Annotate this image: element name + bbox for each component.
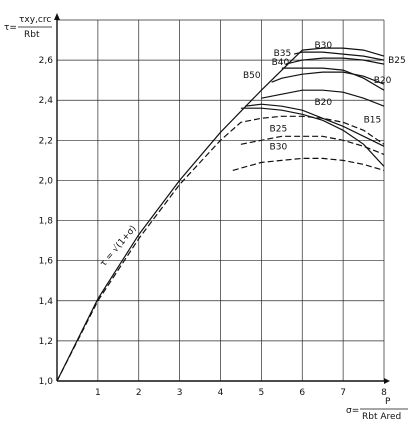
series-line [56,47,385,382]
envelope-formula: τ = √(1+σ) [98,223,139,269]
y-axis-arrow-icon [54,13,60,20]
series-line [261,89,385,107]
x-axis-label-numerator: P [385,397,391,407]
x-tick-labels: 1 2 3 4 5 6 7 8 [95,388,387,398]
y-axis-label-numerator: τxy,crc [19,15,51,25]
series-lines [56,47,385,382]
y-axis-label: τ= τxy,crc Rbt [4,15,52,40]
series-line [281,67,385,91]
curve-label: B25 [388,56,406,66]
x-tick-label: 2 [136,388,142,398]
curve-label: B25 [270,124,288,134]
series-line [232,157,385,171]
y-tick-label: 1,2 [39,337,53,347]
x-tick-label: 8 [381,388,387,398]
x-tick-label: 7 [340,388,346,398]
y-tick-label: 2,6 [39,56,54,66]
curve-label: B30 [270,142,288,152]
x-axis-arrow-icon [384,378,390,384]
grid [57,19,385,381]
y-tick-labels: 1,0 1,2 1,4 1,6 1,8 2,0 2,2 2,4 2,6 [39,56,54,387]
x-tick-label: 1 [95,388,101,398]
x-tick-label: 4 [218,388,224,398]
y-tick-label: 2,4 [39,96,54,106]
curve-label: B20 [315,98,333,108]
y-tick-label: 1,6 [39,257,54,267]
y-tick-label: 2,2 [39,136,53,146]
series-line [285,57,385,65]
series-line [271,71,385,85]
y-axis-label-symbol: τ= [4,23,17,33]
y-tick-label: 1,0 [39,377,54,387]
y-tick-label: 1,4 [39,297,54,307]
y-tick-label: 1,8 [39,217,54,227]
curve-label: B15 [364,115,382,125]
series-line [56,115,385,382]
x-tick-label: 3 [177,388,183,398]
curve-label: B50 [243,71,261,81]
x-axis-label: σ= P Rbt Ared [346,397,408,422]
curve-label: B40 [272,58,290,68]
curve-label: B35 [274,49,292,59]
series-line [244,103,385,147]
curve-label: B20 [374,76,392,86]
y-tick-label: 2,0 [39,176,54,186]
x-axis-label-denominator: Rbt Ared [362,412,401,422]
x-axis-label-symbol: σ= [346,406,359,416]
curve-label: B30 [315,41,333,51]
x-tick-label: 5 [259,388,265,398]
x-tick-label: 6 [299,388,305,398]
series-line [293,51,385,61]
series-line [240,135,385,155]
axes [54,13,390,384]
y-axis-label-denominator: Rbt [24,30,40,40]
